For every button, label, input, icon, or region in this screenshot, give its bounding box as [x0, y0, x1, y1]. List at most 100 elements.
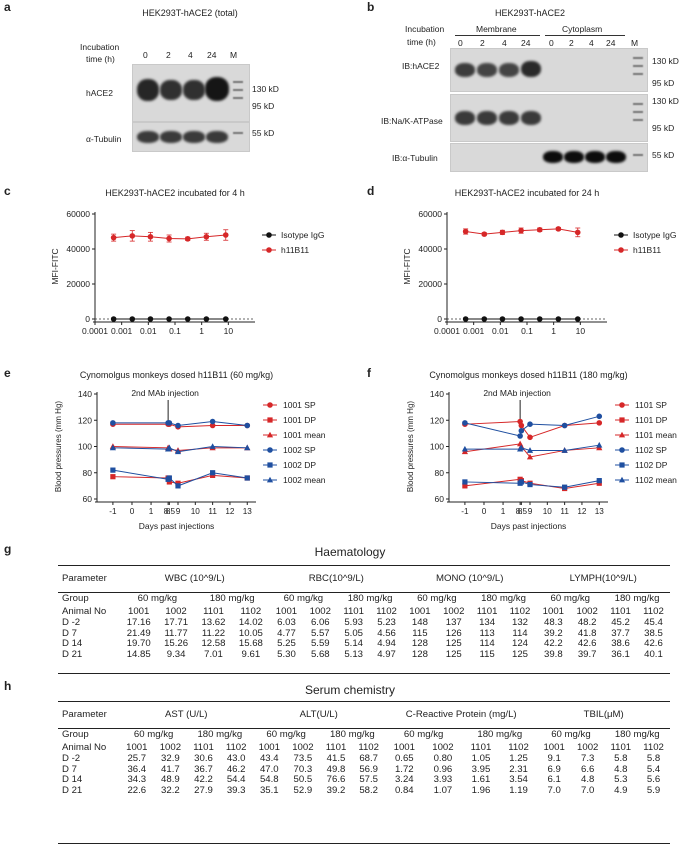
band — [160, 80, 182, 100]
group-membrane: Membrane — [476, 24, 517, 34]
table-cell: 5.4 — [646, 763, 661, 775]
legend-label: 1101 SP — [635, 400, 667, 410]
data-point — [517, 433, 523, 439]
table-cell: 54.8 — [259, 774, 279, 786]
data-point — [461, 445, 468, 452]
table-cell: 9.61 — [241, 649, 261, 661]
table-cell: 1.25 — [509, 752, 528, 764]
x-tick-label: 8 — [166, 507, 171, 516]
series-line — [112, 469, 248, 487]
x-tick-label: 1 — [501, 507, 506, 516]
legend-label: 1002 mean — [283, 475, 326, 485]
animal-cell: 1101 — [476, 606, 498, 617]
x-tick-label: 13 — [595, 507, 605, 516]
table-cell: 34.3 — [127, 774, 147, 786]
table-cell: 11.22 — [201, 627, 226, 639]
table-cell: 22.6 — [127, 785, 147, 797]
table-cell: 9.1 — [547, 752, 561, 764]
parameter-header: LYMPH(10^9/L) — [569, 573, 637, 585]
data-point — [147, 316, 154, 322]
chart-e: Cynomolgus monkeys dosed h11B11 (60 mg/k… — [54, 370, 326, 531]
table-group-row: Group 60 mg/kg 180 mg/kg 60 mg/kg 180 mg/kg 6… — [58, 728, 670, 743]
table-cell: 36.4 — [127, 763, 147, 775]
table-cell: 37.7 — [611, 627, 630, 639]
table-cell: 19.70 — [126, 638, 151, 650]
table-cell: 39.2 — [326, 785, 346, 797]
animal-cell: 1101 — [325, 742, 347, 753]
table-cell: 43.0 — [226, 752, 246, 764]
animal-cell: 1002 — [443, 606, 465, 617]
y-tick-label: 20000 — [66, 279, 90, 289]
table-cell: 27.9 — [194, 785, 213, 797]
table-cell: 76.6 — [326, 774, 346, 786]
legend-label: 1002 SP — [283, 445, 316, 455]
table-cell: 115 — [479, 649, 495, 661]
table-cell: 4.77 — [277, 627, 296, 639]
parameter-header: WBC (10^9/L) — [164, 573, 225, 585]
marker-label: 95 kD — [252, 101, 275, 111]
table-cell: 132 — [511, 616, 528, 628]
table-cell: 0.96 — [433, 763, 453, 775]
data-point — [518, 422, 525, 429]
panel-label-a: a — [4, 0, 11, 14]
table-cell: 54.4 — [226, 774, 246, 786]
legend-label: 1001 SP — [283, 400, 316, 410]
day-label: D -2 — [62, 616, 81, 628]
band — [455, 63, 475, 77]
series-line — [464, 421, 600, 438]
table-cell: 4.8 — [581, 774, 595, 786]
data-point — [166, 316, 172, 322]
table-cell: 6.1 — [547, 774, 561, 786]
table-cell: 137 — [445, 616, 462, 628]
table-cell: 114 — [479, 638, 495, 650]
table-cell: 68.7 — [359, 752, 379, 764]
band — [477, 111, 497, 125]
table-cell: 36.1 — [611, 649, 630, 661]
marker-label: 130 kD — [652, 56, 679, 66]
lane-label: 0 — [143, 50, 148, 60]
animal-cell: 1001 — [543, 742, 565, 753]
chart-c: HEK293T-hACE2 incubated for 4 h 0 20000 400… — [50, 188, 324, 340]
chart-d: HEK293T-hACE2 incubated for 24 h 0 20000 40… — [402, 188, 676, 340]
data-point — [174, 448, 182, 455]
table-cell: 50.5 — [293, 774, 313, 786]
table-cell: 148 — [411, 616, 428, 628]
data-point — [462, 479, 468, 485]
data-point — [462, 228, 469, 235]
data-point — [110, 316, 117, 322]
table-rule — [58, 728, 670, 729]
row-label-ib-hace2: IB:hACE2 — [402, 61, 440, 71]
time-label: time (h) — [86, 54, 115, 64]
day-label: D 14 — [62, 774, 83, 786]
table-cell: 38.5 — [644, 627, 663, 639]
band — [183, 131, 205, 143]
table-cell: 5.8 — [614, 752, 628, 764]
table-row: D 7 21.49 11.77 11.22 10.05 4.77 5.57 5.05 4.56 1… — [58, 627, 670, 640]
day-label: D 14 — [62, 638, 83, 650]
data-point — [555, 226, 562, 232]
panel-label-d: d — [367, 184, 375, 198]
table-cell: 15.68 — [238, 638, 263, 650]
data-point — [518, 227, 524, 234]
legend-marker — [619, 462, 625, 468]
table-cell: 5.25 — [277, 638, 296, 650]
data-point — [526, 453, 534, 460]
blot-ib-na-k-atpase — [450, 94, 648, 142]
x-tick-label: 12 — [225, 507, 235, 516]
legend-marker — [618, 232, 624, 238]
animal-cell: 1002 — [576, 606, 598, 617]
legend-marker — [267, 462, 273, 468]
table-cell: 5.30 — [277, 649, 296, 661]
band — [521, 111, 541, 125]
group-cell: 180 mg/kg — [614, 729, 660, 741]
data-point — [596, 441, 603, 448]
data-point — [166, 420, 173, 426]
data-point — [499, 229, 506, 236]
lane-label: M — [631, 38, 639, 48]
table-cell: 1.07 — [433, 785, 453, 797]
table-cell: 4.94 — [377, 638, 396, 650]
data-point — [462, 316, 469, 322]
legend-marker — [619, 447, 625, 453]
x-tick-label: 1 — [199, 326, 204, 336]
animal-cell: 1002 — [432, 742, 454, 753]
